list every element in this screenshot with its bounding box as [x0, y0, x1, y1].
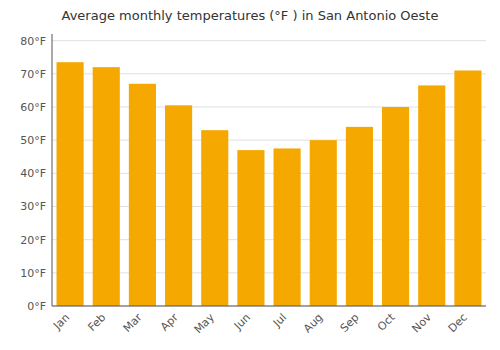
- bar: [418, 85, 445, 306]
- x-tick-label: Oct: [375, 310, 398, 333]
- bar: [93, 67, 120, 306]
- x-tick-label: Dec: [446, 311, 470, 335]
- bar: [382, 107, 409, 306]
- y-tick-label: 30°F: [20, 200, 46, 213]
- bar: [201, 130, 228, 306]
- x-tick-label: Feb: [85, 311, 108, 334]
- y-tick-label: 70°F: [20, 68, 46, 81]
- chart: Average monthly temperatures (°F ) in Sa…: [0, 0, 500, 350]
- y-tick-label: 20°F: [20, 234, 46, 247]
- bars: [57, 62, 482, 306]
- bar: [129, 84, 156, 306]
- y-tick-label: 40°F: [20, 167, 46, 180]
- chart-container: Average monthly temperatures (°F ) in Sa…: [0, 0, 500, 350]
- bar: [237, 150, 264, 306]
- y-tick-label: 0°F: [27, 300, 46, 313]
- bar: [454, 70, 481, 306]
- grid: [52, 41, 486, 306]
- x-tick-label: May: [192, 311, 218, 337]
- x-tick-label: Jul: [270, 311, 289, 330]
- x-tick-label: Sep: [338, 311, 362, 335]
- y-tick-label: 60°F: [20, 101, 46, 114]
- bar: [346, 127, 373, 306]
- grid-line: [52, 40, 486, 41]
- y-tick-label: 80°F: [20, 35, 46, 48]
- x-tick-label: Jan: [50, 311, 72, 333]
- x-axis: [52, 306, 486, 307]
- grid-line: [52, 306, 486, 307]
- x-tick-label: Apr: [158, 311, 181, 334]
- y-tick-label: 10°F: [20, 267, 46, 280]
- x-tick-label: Mar: [121, 311, 145, 335]
- bar: [165, 105, 192, 306]
- bar: [57, 62, 84, 306]
- y-axis: [52, 34, 53, 306]
- bar: [310, 140, 337, 306]
- title: Average monthly temperatures (°F ) in Sa…: [62, 8, 439, 23]
- bar: [274, 148, 301, 306]
- x-tick-label: Nov: [409, 311, 434, 336]
- x-tick-label: Jun: [231, 311, 253, 333]
- x-tick-label: Aug: [301, 311, 325, 335]
- y-tick-label: 50°F: [20, 134, 46, 147]
